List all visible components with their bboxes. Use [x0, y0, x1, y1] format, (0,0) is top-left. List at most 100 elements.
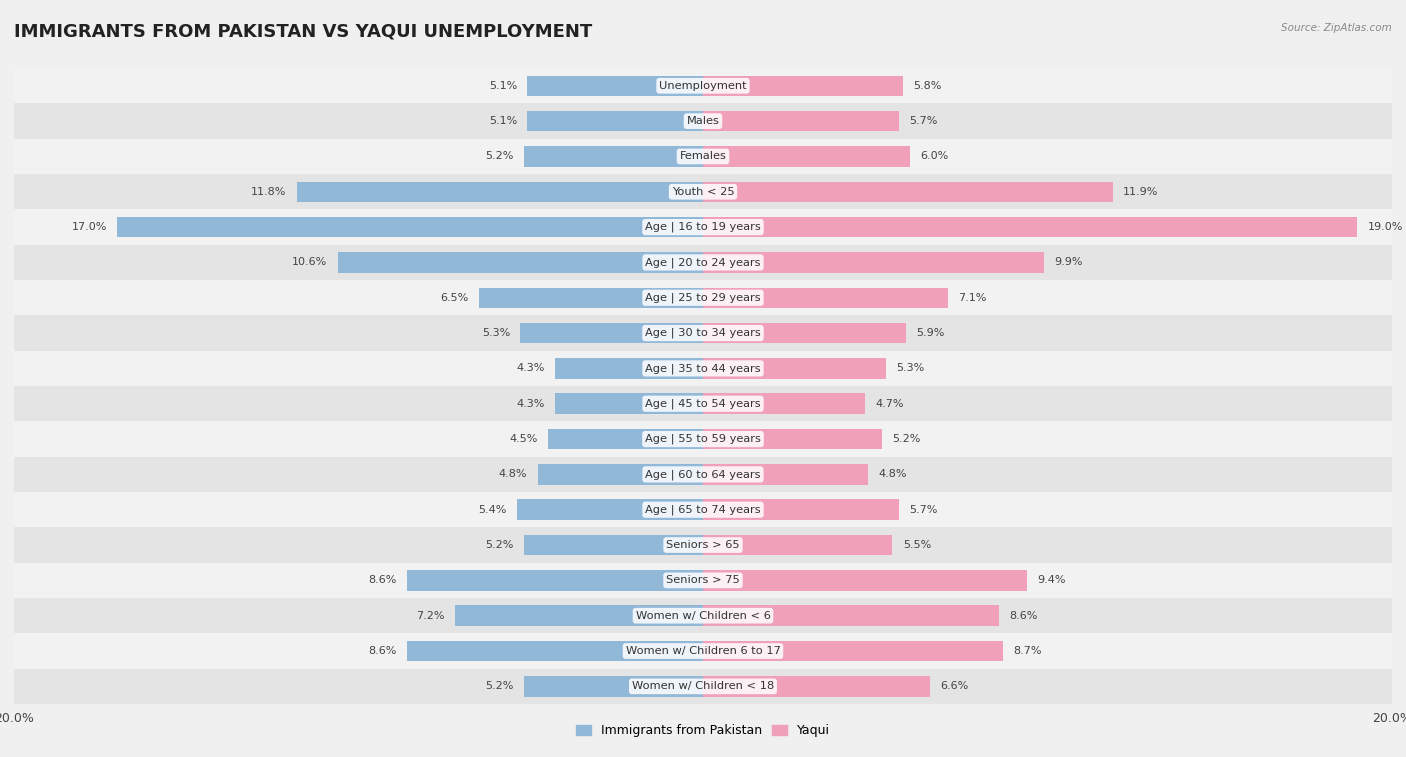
Text: 5.4%: 5.4%: [478, 505, 506, 515]
Text: 5.5%: 5.5%: [903, 540, 931, 550]
Bar: [337, 252, 703, 273]
Bar: [117, 217, 703, 238]
Text: 11.9%: 11.9%: [1123, 187, 1159, 197]
Bar: [703, 534, 893, 556]
Bar: [548, 428, 703, 450]
Text: 8.6%: 8.6%: [1010, 611, 1038, 621]
Bar: [297, 182, 703, 202]
Text: 5.2%: 5.2%: [893, 434, 921, 444]
Bar: [456, 606, 703, 626]
Bar: [14, 456, 1392, 492]
Text: Source: ZipAtlas.com: Source: ZipAtlas.com: [1281, 23, 1392, 33]
Bar: [703, 217, 1358, 238]
Bar: [406, 640, 703, 662]
Text: 9.9%: 9.9%: [1054, 257, 1083, 267]
Bar: [703, 464, 869, 484]
Text: 5.9%: 5.9%: [917, 328, 945, 338]
Text: 7.1%: 7.1%: [957, 293, 986, 303]
Bar: [703, 146, 910, 167]
Text: 19.0%: 19.0%: [1368, 222, 1403, 232]
Bar: [14, 668, 1392, 704]
Text: Age | 65 to 74 years: Age | 65 to 74 years: [645, 504, 761, 515]
Bar: [555, 394, 703, 414]
Bar: [703, 394, 865, 414]
Bar: [527, 111, 703, 132]
Text: Age | 55 to 59 years: Age | 55 to 59 years: [645, 434, 761, 444]
Bar: [703, 252, 1045, 273]
Bar: [524, 534, 703, 556]
Text: Age | 16 to 19 years: Age | 16 to 19 years: [645, 222, 761, 232]
Bar: [703, 640, 1002, 662]
Text: 4.8%: 4.8%: [879, 469, 907, 479]
Text: Women w/ Children < 6: Women w/ Children < 6: [636, 611, 770, 621]
Text: Age | 45 to 54 years: Age | 45 to 54 years: [645, 398, 761, 409]
Bar: [14, 174, 1392, 210]
Text: 5.8%: 5.8%: [912, 81, 942, 91]
Text: Women w/ Children < 18: Women w/ Children < 18: [631, 681, 775, 691]
Text: Males: Males: [686, 116, 720, 126]
Bar: [479, 288, 703, 308]
Text: 5.2%: 5.2%: [485, 540, 513, 550]
Bar: [14, 210, 1392, 245]
Text: 4.8%: 4.8%: [499, 469, 527, 479]
Bar: [517, 500, 703, 520]
Bar: [703, 322, 907, 344]
Bar: [703, 182, 1114, 202]
Text: 5.7%: 5.7%: [910, 116, 938, 126]
Bar: [14, 68, 1392, 104]
Bar: [14, 562, 1392, 598]
Text: 4.3%: 4.3%: [516, 399, 544, 409]
Text: 6.6%: 6.6%: [941, 681, 969, 691]
Bar: [703, 288, 948, 308]
Text: 5.3%: 5.3%: [896, 363, 924, 373]
Bar: [703, 606, 1000, 626]
Bar: [14, 492, 1392, 528]
Legend: Immigrants from Pakistan, Yaqui: Immigrants from Pakistan, Yaqui: [571, 719, 835, 743]
Bar: [555, 358, 703, 378]
Text: 5.1%: 5.1%: [489, 116, 517, 126]
Bar: [406, 570, 703, 590]
Bar: [703, 676, 931, 696]
Bar: [524, 146, 703, 167]
Text: Unemployment: Unemployment: [659, 81, 747, 91]
Text: 11.8%: 11.8%: [250, 187, 287, 197]
Text: 5.2%: 5.2%: [485, 681, 513, 691]
Text: Age | 35 to 44 years: Age | 35 to 44 years: [645, 363, 761, 374]
Text: 7.2%: 7.2%: [416, 611, 444, 621]
Bar: [14, 245, 1392, 280]
Bar: [14, 598, 1392, 634]
Bar: [703, 570, 1026, 590]
Bar: [14, 316, 1392, 350]
Text: 8.6%: 8.6%: [368, 646, 396, 656]
Text: Age | 60 to 64 years: Age | 60 to 64 years: [645, 469, 761, 480]
Text: Age | 20 to 24 years: Age | 20 to 24 years: [645, 257, 761, 268]
Bar: [14, 422, 1392, 456]
Bar: [14, 634, 1392, 668]
Bar: [14, 139, 1392, 174]
Text: IMMIGRANTS FROM PAKISTAN VS YAQUI UNEMPLOYMENT: IMMIGRANTS FROM PAKISTAN VS YAQUI UNEMPL…: [14, 23, 592, 41]
Bar: [527, 76, 703, 96]
Text: Age | 25 to 29 years: Age | 25 to 29 years: [645, 292, 761, 303]
Text: 4.7%: 4.7%: [875, 399, 904, 409]
Bar: [703, 428, 882, 450]
Text: 6.0%: 6.0%: [920, 151, 948, 161]
Text: Females: Females: [679, 151, 727, 161]
Text: 5.7%: 5.7%: [910, 505, 938, 515]
Text: Youth < 25: Youth < 25: [672, 187, 734, 197]
Text: 8.6%: 8.6%: [368, 575, 396, 585]
Text: 17.0%: 17.0%: [72, 222, 107, 232]
Text: 8.7%: 8.7%: [1012, 646, 1042, 656]
Bar: [703, 500, 900, 520]
Text: 5.2%: 5.2%: [485, 151, 513, 161]
Text: Seniors > 65: Seniors > 65: [666, 540, 740, 550]
Bar: [520, 322, 703, 344]
Text: 9.4%: 9.4%: [1038, 575, 1066, 585]
Text: 5.3%: 5.3%: [482, 328, 510, 338]
Text: 10.6%: 10.6%: [292, 257, 328, 267]
Text: 5.1%: 5.1%: [489, 81, 517, 91]
Bar: [703, 111, 900, 132]
Bar: [537, 464, 703, 484]
Text: Seniors > 75: Seniors > 75: [666, 575, 740, 585]
Bar: [524, 676, 703, 696]
Bar: [14, 386, 1392, 422]
